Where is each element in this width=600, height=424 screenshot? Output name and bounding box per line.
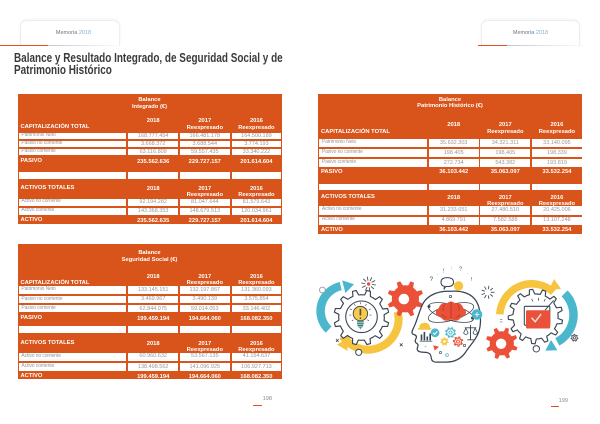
svg-text:?: ? <box>430 276 434 283</box>
svg-text:!: ! <box>443 269 445 275</box>
svg-text:.: . <box>467 270 468 275</box>
svg-text:.: . <box>437 271 438 276</box>
svg-text:!: ! <box>471 277 473 283</box>
svg-text:?: ? <box>459 267 462 273</box>
svg-text::: : <box>451 266 452 271</box>
